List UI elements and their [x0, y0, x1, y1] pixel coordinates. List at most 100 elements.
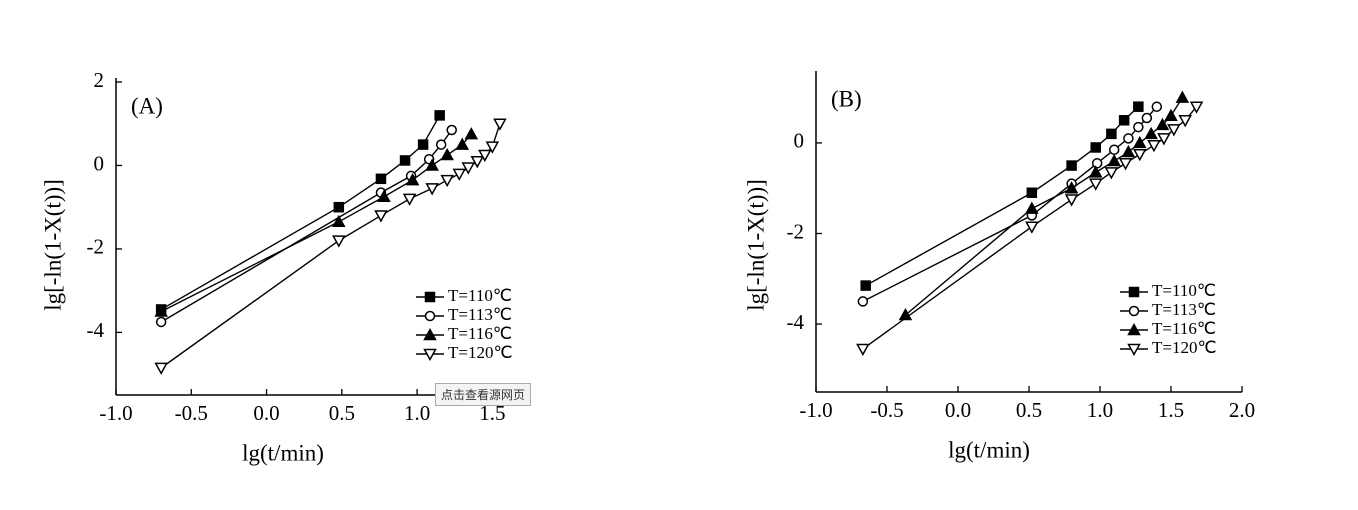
- marker: [1144, 126, 1158, 140]
- marker: [1107, 153, 1121, 167]
- x-tick-label: 0.0: [253, 401, 279, 425]
- x-tick-label: -0.5: [175, 401, 208, 425]
- legend-label: T=110℃: [448, 286, 512, 305]
- y-axis-title: lg[-ln(1-X(t))]: [40, 179, 65, 311]
- y-tick-label: -2: [87, 235, 105, 259]
- marker: [1025, 221, 1039, 234]
- legend-label: T=116℃: [1152, 319, 1216, 338]
- marker: [1123, 133, 1134, 144]
- marker: [857, 296, 869, 307]
- y-tick-label: -2: [787, 219, 805, 243]
- marker: [425, 158, 439, 171]
- marker: [1091, 158, 1103, 169]
- marker: [154, 362, 168, 375]
- y-tick-label: 0: [94, 151, 105, 175]
- marker: [1088, 165, 1103, 178]
- marker: [1157, 133, 1171, 146]
- x-tick-label: 1.5: [1158, 398, 1184, 422]
- marker: [860, 280, 871, 291]
- y-tick-label: 2: [94, 68, 105, 92]
- marker: [1104, 167, 1119, 180]
- x-tick-label: -1.0: [799, 398, 832, 422]
- marker: [440, 147, 454, 161]
- marker: [417, 139, 429, 150]
- view-source-button[interactable]: 点击查看源网页: [435, 383, 532, 406]
- marker: [1064, 194, 1079, 207]
- x-axis-title: lg(t/min): [242, 440, 324, 465]
- marker: [1164, 108, 1178, 122]
- x-tick-label: -1.0: [99, 401, 132, 425]
- marker: [377, 189, 391, 203]
- marker: [478, 149, 492, 163]
- legend-marker: [1127, 322, 1141, 336]
- marker: [470, 156, 485, 169]
- marker: [1106, 128, 1117, 140]
- marker: [1121, 144, 1136, 158]
- y-tick-label: 0: [794, 129, 805, 153]
- series-line: [865, 106, 1139, 287]
- marker: [493, 118, 507, 131]
- marker: [1066, 160, 1077, 171]
- marker: [1178, 115, 1192, 128]
- marker: [402, 193, 417, 206]
- x-tick-label: -0.5: [870, 398, 903, 422]
- marker: [1133, 121, 1144, 133]
- marker: [1118, 158, 1133, 171]
- marker: [1132, 149, 1147, 162]
- legend-label: T=110℃: [1152, 281, 1216, 300]
- marker: [434, 110, 445, 121]
- legend-label: T=116℃: [448, 324, 512, 343]
- marker: [1175, 90, 1190, 103]
- marker: [446, 124, 457, 136]
- legend-marker: [1128, 305, 1140, 317]
- legend-marker: [424, 310, 436, 322]
- x-tick-label: 0.5: [1016, 398, 1042, 422]
- marker: [332, 214, 346, 228]
- marker: [452, 168, 467, 181]
- marker: [1189, 101, 1204, 114]
- marker: [1133, 101, 1144, 112]
- x-tick-label: 2.0: [1229, 398, 1255, 422]
- legend-label: T=113℃: [448, 305, 512, 324]
- marker: [1088, 178, 1103, 191]
- x-tick-label: 0.0: [945, 398, 971, 422]
- marker: [1108, 144, 1120, 155]
- y-tick-label: -4: [787, 310, 805, 334]
- marker: [461, 162, 476, 175]
- marker: [155, 316, 167, 328]
- marker: [1026, 187, 1038, 198]
- marker: [485, 141, 500, 154]
- marker: [1064, 181, 1079, 194]
- panel-label: (B): [831, 86, 862, 111]
- marker: [425, 183, 439, 196]
- y-axis-title: lg[-ln(1-X(t))]: [743, 179, 768, 311]
- marker: [375, 173, 387, 185]
- marker: [405, 173, 420, 186]
- marker: [435, 139, 447, 150]
- legend-label: T=120℃: [1152, 338, 1217, 357]
- marker: [455, 137, 470, 150]
- x-tick-label: 1.0: [404, 401, 430, 425]
- legend-label: T=113℃: [1152, 300, 1216, 319]
- marker: [856, 343, 870, 357]
- legend-marker: [1128, 286, 1140, 298]
- marker: [1147, 139, 1161, 153]
- marker: [333, 201, 345, 213]
- marker: [464, 127, 479, 140]
- legend-marker: [1127, 343, 1141, 357]
- marker: [1090, 142, 1101, 153]
- marker: [1151, 101, 1163, 112]
- marker: [1141, 112, 1153, 124]
- marker: [1155, 117, 1170, 131]
- marker: [1167, 124, 1181, 137]
- marker: [1132, 135, 1147, 149]
- x-tick-label: 0.5: [329, 401, 355, 425]
- marker: [154, 304, 168, 317]
- x-axis-title: lg(t/min): [948, 437, 1030, 462]
- legend-marker: [423, 348, 437, 362]
- marker: [332, 235, 346, 248]
- legend-marker: [423, 327, 437, 341]
- x-tick-label: 1.0: [1087, 398, 1113, 422]
